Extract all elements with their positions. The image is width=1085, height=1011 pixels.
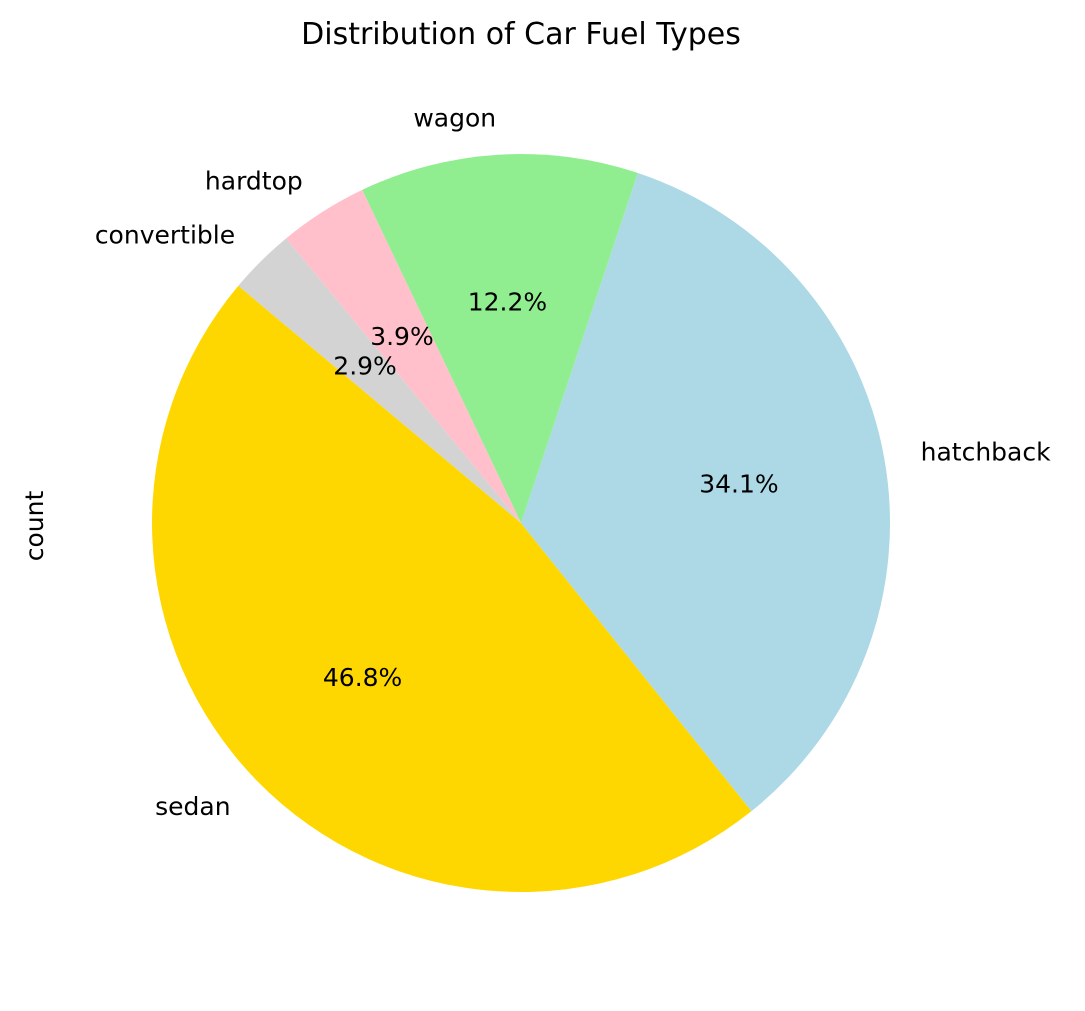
y-axis-label: count bbox=[20, 491, 49, 562]
slice-label-hardtop: hardtop bbox=[205, 166, 303, 195]
slice-percent-wagon: 12.2% bbox=[468, 288, 547, 317]
chart-title: Distribution of Car Fuel Types bbox=[301, 17, 741, 52]
pie-wedges bbox=[152, 154, 891, 892]
slice-label-sedan: sedan bbox=[155, 792, 230, 821]
slice-label-wagon: wagon bbox=[413, 103, 496, 132]
slice-percent-convertible: 2.9% bbox=[333, 351, 397, 380]
slice-label-hatchback: hatchback bbox=[921, 437, 1051, 466]
pie-slice-convertible bbox=[238, 238, 522, 523]
slice-percent-sedan: 46.8% bbox=[323, 663, 402, 692]
pie-labels: sedan 46.8% hatchback 34.1% wagon 12.2% hardto… bbox=[95, 103, 1051, 821]
slice-percent-hardtop: 3.9% bbox=[370, 322, 434, 351]
pie-slice-wagon bbox=[362, 154, 638, 523]
pie-slice-hatchback bbox=[521, 173, 891, 812]
pie-slice-hardtop bbox=[286, 189, 521, 524]
pie-slice-sedan bbox=[152, 285, 752, 892]
slice-percent-hatchback: 34.1% bbox=[699, 470, 778, 499]
slice-label-convertible: convertible bbox=[95, 220, 235, 249]
